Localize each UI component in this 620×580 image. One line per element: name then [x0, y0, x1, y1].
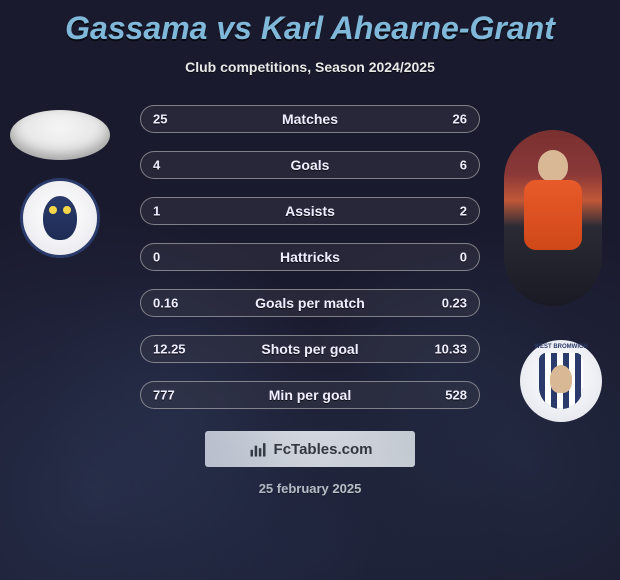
stat-row: 12.25 Shots per goal 10.33	[140, 335, 480, 363]
stat-row: 0.16 Goals per match 0.23	[140, 289, 480, 317]
stat-row: 777 Min per goal 528	[140, 381, 480, 409]
player-left-avatar-placeholder	[10, 110, 110, 160]
stat-value-right: 6	[460, 158, 467, 173]
club-crest-right: WEST BROMWICH	[520, 340, 602, 422]
player-right-avatar	[504, 130, 602, 306]
stat-value-left: 0.16	[153, 296, 178, 311]
stat-value-right: 10.33	[434, 342, 467, 357]
stat-value-right: 528	[445, 388, 467, 403]
stat-value-right: 0	[460, 250, 467, 265]
stat-value-right: 0.23	[442, 296, 467, 311]
crest-right-top-text: WEST BROMWICH	[520, 344, 602, 350]
stat-row: 4 Goals 6	[140, 151, 480, 179]
stat-label: Assists	[285, 203, 335, 219]
stat-label: Min per goal	[269, 387, 351, 403]
stat-label: Goals	[291, 157, 330, 173]
stat-value-left: 25	[153, 112, 167, 127]
stat-value-right: 2	[460, 204, 467, 219]
stat-value-left: 1	[153, 204, 160, 219]
stat-value-left: 4	[153, 158, 160, 173]
stat-label: Matches	[282, 111, 338, 127]
stat-row: 1 Assists 2	[140, 197, 480, 225]
stat-value-left: 777	[153, 388, 175, 403]
thrush-shield-icon	[539, 353, 583, 409]
stat-label: Hattricks	[280, 249, 340, 265]
stat-value-left: 12.25	[153, 342, 186, 357]
stat-value-left: 0	[153, 250, 160, 265]
club-crest-left	[20, 178, 100, 258]
stat-row: 25 Matches 26	[140, 105, 480, 133]
stat-label: Shots per goal	[261, 341, 358, 357]
stat-value-right: 26	[453, 112, 467, 127]
stat-label: Goals per match	[255, 295, 365, 311]
stat-row: 0 Hattricks 0	[140, 243, 480, 271]
owl-icon	[43, 196, 77, 240]
